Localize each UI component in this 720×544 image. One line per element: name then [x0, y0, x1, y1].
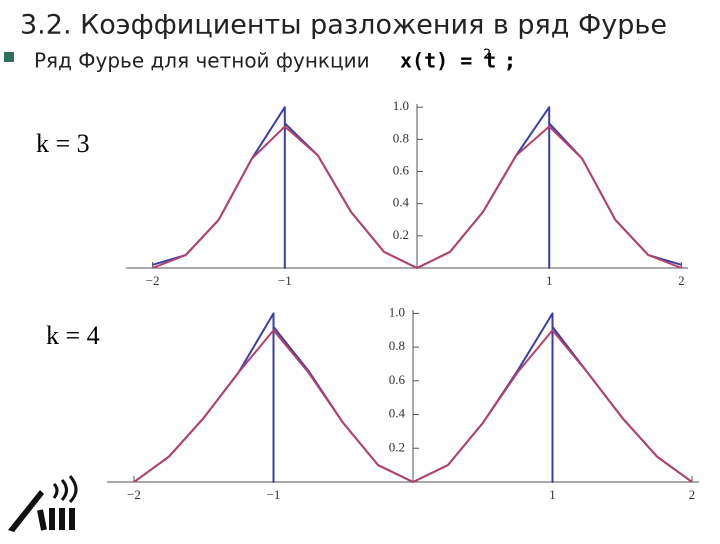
x-tick-label: 2: [689, 487, 696, 502]
annotation: k = 3: [36, 129, 90, 158]
y-tick-label: 1.0: [393, 98, 409, 113]
logo: [8, 475, 78, 532]
formula: x(t) = t: [400, 49, 496, 73]
bullet-marker: [4, 52, 14, 62]
y-tick-label: 0.6: [389, 372, 406, 387]
x-tick-label: 1: [546, 273, 553, 288]
y-tick-label: 0.8: [389, 338, 405, 353]
y-tick-label: 0.6: [393, 163, 410, 178]
y-tick-label: 0.4: [389, 406, 406, 421]
x-tick-label: 1: [549, 487, 556, 502]
y-tick-label: 0.2: [389, 439, 405, 454]
x-tick-label: −2: [146, 273, 160, 288]
annotation: k = 4: [46, 321, 100, 350]
slide-title: 3.2. Коэффициенты разложения в ряд Фурье: [20, 10, 667, 41]
formula-suffix: ;: [506, 49, 514, 73]
series-line: [152, 125, 682, 269]
y-tick-label: 0.8: [393, 130, 409, 145]
x-tick-label: −1: [278, 273, 292, 288]
series-line: [133, 329, 693, 483]
y-tick-label: 0.4: [393, 195, 410, 210]
bullet-text: Ряд Фурье для четной функции: [34, 49, 370, 73]
x-tick-label: −2: [127, 487, 141, 502]
y-tick-label: 1.0: [389, 304, 405, 319]
formula-exponent: 2: [483, 48, 491, 63]
y-tick-label: 0.2: [393, 227, 409, 242]
x-tick-label: 2: [678, 273, 685, 288]
x-tick-label: −1: [267, 487, 281, 502]
